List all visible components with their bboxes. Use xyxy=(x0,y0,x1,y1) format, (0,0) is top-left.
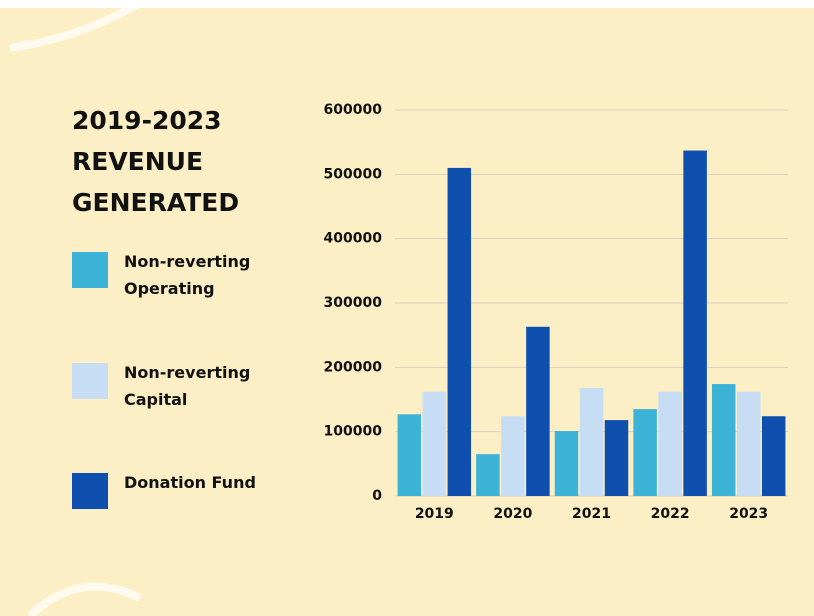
legend-swatch xyxy=(72,473,108,509)
decor xyxy=(9,8,142,616)
x-tick-label: 2019 xyxy=(415,506,454,522)
y-tick-label: 400000 xyxy=(324,231,383,247)
y-tick-label: 300000 xyxy=(324,295,383,311)
bar xyxy=(604,420,629,496)
legend-label: Non-reverting Operating xyxy=(124,252,251,298)
bar xyxy=(501,416,525,496)
bar xyxy=(683,150,707,496)
x-tick-label: 2022 xyxy=(651,506,690,522)
y-tick-label: 100000 xyxy=(324,424,383,440)
bar xyxy=(447,167,472,496)
bar xyxy=(476,454,500,496)
legend-item: Donation Fund xyxy=(72,473,274,509)
x-tick-label: 2023 xyxy=(729,506,768,522)
background xyxy=(0,8,814,616)
y-tick-label: 200000 xyxy=(324,359,383,375)
bar xyxy=(554,431,579,496)
legend-item: Non-reverting Operating xyxy=(72,252,274,302)
legend-label: Donation Fund xyxy=(124,473,256,492)
bar xyxy=(579,387,604,496)
x-tick-label: 2021 xyxy=(572,506,611,522)
legend-item: Non-reverting Capital xyxy=(72,363,274,413)
y-tick-label: 600000 xyxy=(324,102,383,118)
bar xyxy=(526,326,550,496)
bar xyxy=(658,391,682,496)
bar xyxy=(397,414,422,496)
legend-swatch xyxy=(72,363,108,399)
bar xyxy=(422,391,447,496)
chart-title: 2019-2023 REVENUE GENERATED xyxy=(72,106,240,217)
legend-swatch xyxy=(72,252,108,288)
y-tick-label: 500000 xyxy=(324,166,383,182)
bar xyxy=(711,384,736,496)
x-tick-label: 2020 xyxy=(493,506,532,522)
y-tick-label: 0 xyxy=(372,488,382,504)
bar xyxy=(761,416,786,496)
bar xyxy=(736,391,761,496)
legend-label: Non-reverting Capital xyxy=(124,363,251,409)
bar xyxy=(633,409,657,496)
